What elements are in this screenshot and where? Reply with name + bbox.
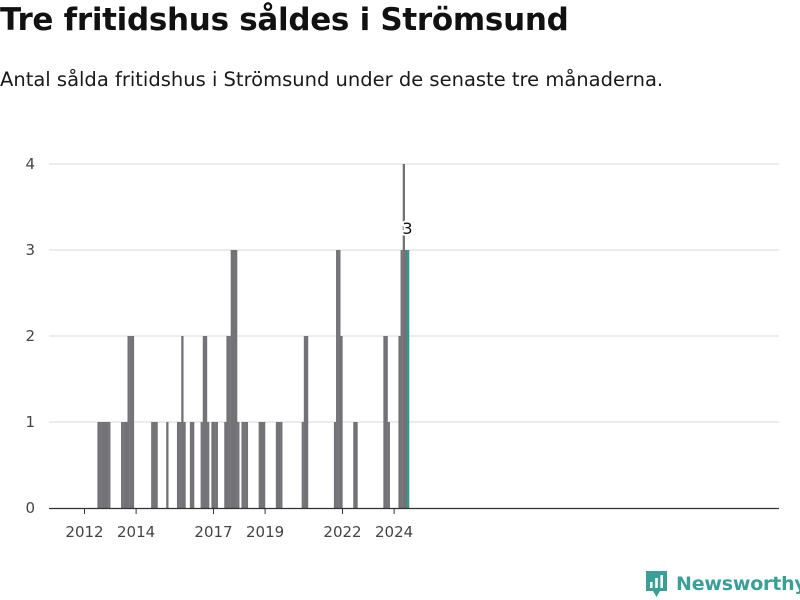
bar [258, 422, 261, 508]
bar [245, 422, 249, 508]
labels: 0 1 2 3 4 2012 2014 2017 2019 2022 2024 3 [25, 155, 414, 541]
bar [183, 422, 186, 508]
bar-chart: 0 1 2 3 4 2012 2014 2017 2019 2022 2024 3 [25, 155, 779, 541]
x-tick-label: 2014 [117, 523, 155, 541]
brand-name: Newsworthy [676, 573, 800, 595]
bar [280, 422, 283, 508]
bar [131, 336, 135, 508]
bar [125, 422, 128, 508]
bar [278, 422, 281, 508]
bar [224, 422, 227, 508]
bar [237, 422, 240, 508]
bar [303, 336, 307, 508]
bar [101, 422, 104, 508]
bar [275, 422, 279, 508]
bar [336, 250, 339, 508]
x-tick-label: 2017 [194, 523, 232, 541]
chart-subtitle: Antal sålda fritidshus i Strömsund under… [0, 68, 664, 91]
bar [243, 422, 246, 508]
bar [235, 250, 238, 508]
bar [166, 422, 169, 508]
brand-logo: Newsworthy [644, 569, 800, 599]
y-tick-label: 0 [25, 499, 35, 517]
x-tick-label: 2022 [323, 523, 361, 541]
bar [213, 422, 216, 508]
bar [108, 422, 111, 508]
bar [202, 336, 206, 508]
bar [192, 422, 195, 508]
bar [353, 422, 356, 508]
bar [189, 422, 193, 508]
bar [123, 422, 126, 508]
bar [232, 250, 236, 508]
gridlines [49, 163, 779, 423]
bar [181, 336, 184, 508]
bar [404, 250, 408, 508]
bar [305, 336, 309, 508]
bar [355, 422, 358, 508]
y-tick-label: 2 [25, 327, 35, 345]
bar [260, 422, 264, 508]
bars [97, 164, 410, 508]
bar [153, 422, 156, 508]
bar [228, 336, 231, 508]
bar [385, 336, 388, 508]
highlight-data-label: 3 [402, 219, 412, 238]
y-tick-label: 3 [25, 241, 35, 259]
bar [387, 422, 390, 508]
bar [398, 336, 401, 508]
highlight-bar [407, 250, 410, 508]
bar [230, 250, 233, 508]
bar [211, 422, 214, 508]
bar [226, 336, 229, 508]
bar [106, 422, 109, 508]
y-tick-label: 1 [25, 413, 35, 431]
bar [155, 422, 158, 508]
x-tick-label: 2024 [375, 523, 413, 541]
bar [176, 422, 180, 508]
x-tick-label: 2019 [246, 523, 284, 541]
bar [262, 422, 266, 508]
x-tick-label: 2012 [65, 523, 103, 541]
bar [99, 422, 102, 508]
axes [49, 507, 779, 514]
bar [97, 422, 100, 508]
bar [179, 422, 182, 508]
y-tick-label: 4 [25, 155, 35, 173]
bar [402, 164, 405, 508]
bar [400, 250, 403, 508]
bar [204, 336, 208, 508]
newsworthy-logo-icon [646, 571, 667, 597]
chart-title: Tre fritidshus såldes i Strömsund [0, 2, 569, 38]
bar [129, 336, 132, 508]
bar [207, 422, 210, 508]
bar [151, 422, 154, 508]
bar [121, 422, 124, 508]
bar [333, 422, 337, 508]
bar [241, 422, 244, 508]
bar [200, 422, 203, 508]
bar [215, 422, 218, 508]
bar [103, 422, 107, 508]
bar [338, 250, 341, 508]
bar [127, 336, 130, 508]
bar [301, 422, 304, 508]
bar [340, 336, 343, 508]
bar [383, 336, 386, 508]
